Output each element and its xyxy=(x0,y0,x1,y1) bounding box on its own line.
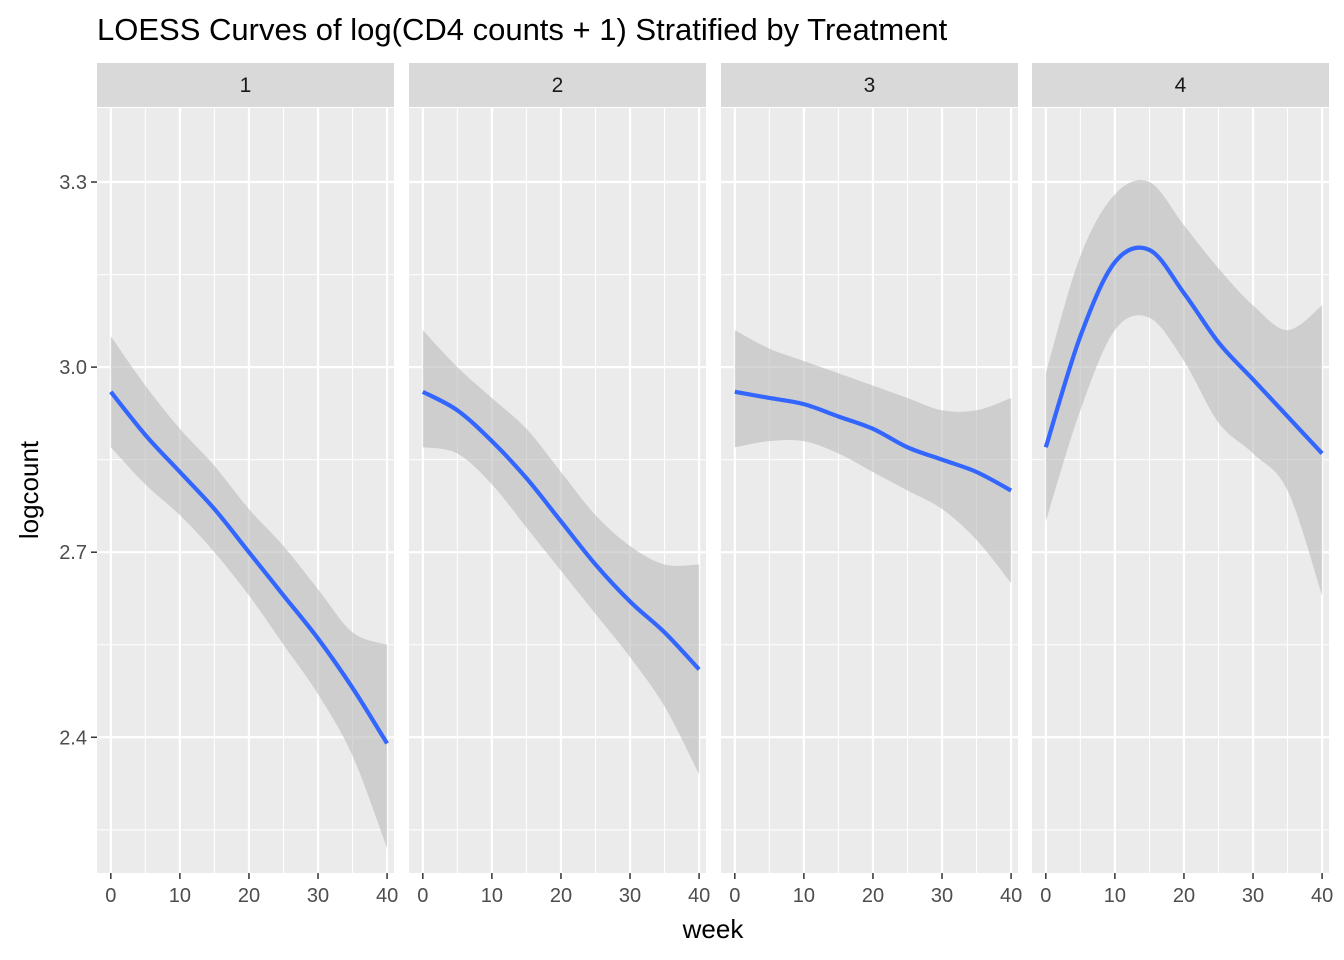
x-axis-title: week xyxy=(682,914,745,944)
y-tick-label: 3.3 xyxy=(59,172,87,194)
x-tick-label: 30 xyxy=(1242,885,1264,907)
x-tick-label: 10 xyxy=(481,885,503,907)
loess-curve xyxy=(109,390,389,745)
x-tick-label: 40 xyxy=(376,885,398,907)
x-tick-label: 0 xyxy=(1040,885,1051,907)
loess-curve xyxy=(421,389,701,671)
y-axis: 2.4 2.7 3.0 3.3 xyxy=(59,172,97,749)
facet-panel-2: 20 10 20 30 40 xyxy=(409,63,710,907)
x-tick-label: 20 xyxy=(550,885,572,907)
x-tick-label: 0 xyxy=(417,885,428,907)
x-tick-label: 10 xyxy=(1104,885,1126,907)
x-tick-label: 30 xyxy=(619,885,641,907)
y-axis-title: logcount xyxy=(14,440,44,539)
y-tick-label: 2.4 xyxy=(59,727,87,749)
y-tick-label: 2.7 xyxy=(59,542,87,564)
loess-curve xyxy=(1043,245,1324,455)
x-tick-label: 40 xyxy=(1311,885,1333,907)
x-tick-label: 20 xyxy=(1173,885,1195,907)
facet-strip-2 xyxy=(409,63,706,107)
facet-strip-label: 4 xyxy=(1175,74,1187,97)
x-tick-label: 30 xyxy=(307,885,329,907)
facet-strip-label: 2 xyxy=(552,74,564,97)
x-tick-label: 20 xyxy=(862,885,884,907)
x-tick-label: 20 xyxy=(238,885,260,907)
confidence-band xyxy=(734,330,1012,584)
facet-panel-3: 30 10 20 30 40 xyxy=(721,63,1022,907)
x-tick-label: 30 xyxy=(931,885,953,907)
x-tick-label: 0 xyxy=(729,885,740,907)
loess-curve xyxy=(734,389,1013,493)
facet-strip-label: 1 xyxy=(240,74,252,97)
confidence-band xyxy=(1045,180,1323,596)
facet-strip-4 xyxy=(1032,63,1329,107)
chart-title: LOESS Curves of log(CD4 counts + 1) Stra… xyxy=(97,12,948,47)
x-tick-label: 10 xyxy=(169,885,191,907)
x-tick-label: 40 xyxy=(1000,885,1022,907)
y-tick-label: 3.0 xyxy=(59,357,87,379)
x-tick-label: 0 xyxy=(105,885,116,907)
x-tick-label: 40 xyxy=(688,885,710,907)
facet-panel-4: 40 10 20 30 40 xyxy=(1032,63,1333,907)
facet-strip-1 xyxy=(97,63,394,107)
x-tick-label: 10 xyxy=(793,885,815,907)
facet-panel-1: 10 10 20 30 40 xyxy=(97,63,398,907)
facet-strip-3 xyxy=(721,63,1018,107)
confidence-band xyxy=(110,336,388,849)
facet-strip-label: 3 xyxy=(864,74,876,97)
panel-background xyxy=(97,108,394,873)
